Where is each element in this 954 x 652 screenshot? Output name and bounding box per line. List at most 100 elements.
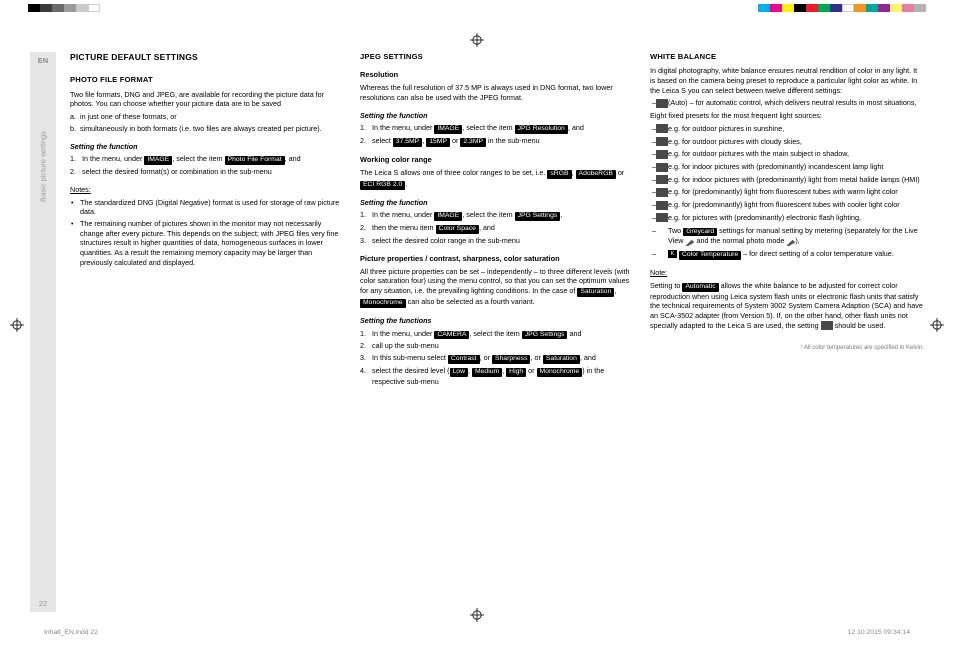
footer-timestamp: 12.10.2015 09:34:14 — [848, 629, 910, 636]
hmi-icon — [656, 175, 668, 184]
footnote: ¹ All color temperatures are specified i… — [650, 344, 924, 352]
menu-tag: Low — [450, 368, 468, 377]
section-side-label: Basic picture settings — [39, 131, 48, 202]
side-gutter: EN Basic picture settings 22 — [30, 52, 56, 612]
body-text: The Leica S allows one of three color ra… — [360, 168, 634, 190]
menu-tag: Color Temperature — [679, 251, 741, 260]
menu-tag: IMAGE — [434, 125, 462, 134]
print-color-bar — [28, 4, 926, 12]
step-item: In the menu, under CAMERA, select the it… — [360, 329, 634, 340]
body-text: In digital photography, white balance en… — [650, 66, 924, 95]
menu-tag: 2.3MP — [460, 138, 486, 147]
menu-tag: Saturation — [577, 288, 614, 297]
wb-item-greycard: Two Greycard settings for manual setting… — [650, 226, 924, 247]
wb-item-color-temperature: K Color Temperature – for direct setting… — [650, 249, 924, 260]
menu-tag: IMAGE — [144, 156, 172, 165]
auto-icon — [656, 99, 668, 108]
body-text: All three picture properties can be set … — [360, 267, 634, 308]
subheading-setting-function: Setting the function — [360, 111, 634, 121]
step-item: select the desired color range in the su… — [360, 236, 634, 246]
wb-item-shadow: e.g. for outdoor pictures with the main … — [650, 149, 924, 159]
column-1: PICTURE DEFAULT SETTINGS PHOTO FILE FORM… — [70, 52, 344, 612]
heading-jpeg-settings: JPEG SETTINGS — [360, 52, 634, 62]
registration-mark-left — [10, 318, 24, 332]
menu-tag: JPG Settings — [515, 212, 561, 221]
menu-tag: ECI RGB 2.0 — [360, 181, 405, 190]
menu-tag: Color Space — [436, 225, 479, 234]
notes-heading: Notes: — [70, 185, 344, 195]
menu-tag: Contrast — [448, 355, 480, 364]
note-item: The standardized DNG (Digital Negative) … — [70, 198, 344, 217]
menu-tag: Sharpness — [492, 355, 531, 364]
menu-tag: sRGB — [547, 170, 571, 179]
menu-tag: 37.5MP — [393, 138, 422, 147]
steps-list: In the menu, under IMAGE, select the ite… — [360, 123, 634, 147]
sun-icon — [656, 124, 668, 133]
wb-item-cloudy: e.g. for outdoor pictures with cloudy sk… — [650, 137, 924, 147]
menu-tag: CAMERA — [434, 331, 469, 340]
menu-tag: Photo File Format — [225, 156, 285, 165]
menu-tag: Monochrome — [537, 368, 583, 377]
flash-icon — [656, 213, 668, 222]
step-item: call up the sub-menu — [360, 341, 634, 351]
menu-tag: 15MP — [426, 138, 450, 147]
steps-list: In the menu, under IMAGE, select the ite… — [70, 154, 344, 177]
wb-item-fluo-warm: e.g. for (predominantly) light from fluo… — [650, 187, 924, 197]
format-options-list: in just one of these formats, or simulta… — [70, 112, 344, 133]
k-icon: K — [668, 250, 677, 258]
shadow-icon — [656, 150, 668, 159]
subheading-resolution: Resolution — [360, 70, 634, 80]
step-item: select the desired format(s) or combinat… — [70, 167, 344, 177]
footer-filename: Inhalt_EN.indd 22 — [44, 629, 98, 636]
page-number: 22 — [30, 599, 56, 608]
note-text: Setting to Automatic allows the white ba… — [650, 281, 924, 331]
body-text: Two file formats, DNG and JPEG, are avai… — [70, 90, 344, 109]
step-item: In this sub-menu select Contrast, or Sha… — [360, 353, 634, 364]
menu-tag: Greycard — [683, 228, 717, 237]
print-footer: Inhalt_EN.indd 22 12.10.2015 09:34:14 — [44, 629, 910, 636]
subheading-color-range: Working color range — [360, 155, 634, 165]
list-item: simultaneously in both formats (i.e. two… — [70, 124, 344, 134]
body-text: Whereas the full resolution of 37.5 MP i… — [360, 83, 634, 102]
cloud-icon — [656, 137, 668, 146]
menu-tag: AdobeRGB — [576, 170, 616, 179]
menu-tag: Automatic — [682, 283, 718, 292]
note-heading: Note: — [650, 268, 924, 278]
column-3: WHITE BALANCE In digital photography, wh… — [650, 52, 924, 612]
notes-list: The standardized DNG (Digital Negative) … — [70, 198, 344, 268]
steps-list: In the menu, under CAMERA, select the it… — [360, 329, 634, 387]
step-item: select 37.5MP, 15MP or 2.3MP in the sub-… — [360, 136, 634, 147]
list-item: in just one of these formats, or — [70, 112, 344, 122]
menu-tag: Saturation — [543, 355, 580, 364]
page-title: PICTURE DEFAULT SETTINGS — [70, 52, 344, 63]
subheading-picture-properties: Picture properties / contrast, sharpness… — [360, 254, 634, 264]
menu-tag: High — [506, 368, 526, 377]
step-item: In the menu, under IMAGE, select the ite… — [360, 210, 634, 221]
wb-presets-list: e.g. for outdoor pictures in sunshine, e… — [650, 124, 924, 260]
menu-tag: JPG Resolution — [515, 125, 568, 134]
step-item: then the menu item Color Space, and — [360, 223, 634, 234]
step-item: select the desired level (Low, Medium, H… — [360, 366, 634, 387]
steps-list: In the menu, under IMAGE, select the ite… — [360, 210, 634, 245]
step-item: In the menu, under IMAGE, select the ite… — [70, 154, 344, 165]
bulb-icon — [656, 163, 668, 172]
registration-mark-right — [930, 318, 944, 332]
wb-item-incandescent: e.g. for indoor pictures with (predomina… — [650, 162, 924, 172]
step-item: In the menu, under IMAGE, select the ite… — [360, 123, 634, 134]
column-2: JPEG SETTINGS Resolution Whereas the ful… — [360, 52, 634, 612]
wb-item-auto: (Auto) – for automatic control, which de… — [650, 98, 924, 108]
wb-item-hmi: e.g. for indoor pictures with (predomina… — [650, 175, 924, 185]
menu-tag: IMAGE — [434, 212, 462, 221]
wb-item-sunshine: e.g. for outdoor pictures in sunshine, — [650, 124, 924, 134]
wb-item-flash: e.g. for pictures with (predominantly) e… — [650, 213, 924, 223]
menu-tag: JPG Settings — [522, 331, 568, 340]
note-item: The remaining number of pictures shown i… — [70, 219, 344, 268]
flash-icon — [821, 321, 833, 330]
subheading-setting-function: Setting the function — [360, 198, 634, 208]
page-body: EN Basic picture settings 22 PICTURE DEF… — [30, 52, 924, 612]
heading-white-balance: WHITE BALANCE — [650, 52, 924, 62]
lang-label: EN — [30, 56, 56, 65]
wb-item-fluo-cool: e.g. for (predominantly) light from fluo… — [650, 200, 924, 210]
subheading-setting-function: Setting the function — [70, 142, 344, 152]
registration-mark-top — [470, 33, 484, 47]
